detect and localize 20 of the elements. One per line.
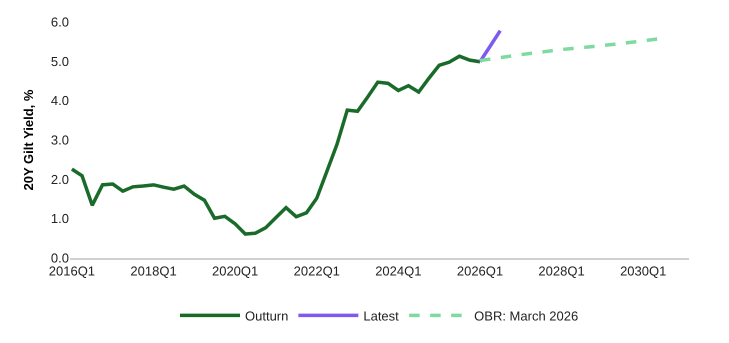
x-tick-label: 2024Q1: [375, 264, 422, 279]
x-tick-label: 2018Q1: [130, 264, 177, 279]
x-tick-label: 2030Q1: [620, 264, 666, 279]
legend-label: Latest: [363, 308, 400, 324]
x-tick-label: 2028Q1: [538, 264, 585, 279]
legend-label: OBR: March 2026: [474, 308, 578, 324]
y-tick-label: 5.0: [50, 54, 69, 69]
x-tick-label: 2020Q1: [212, 264, 258, 279]
y-tick-label: 2.0: [50, 172, 69, 187]
y-tick-label: 3.0: [50, 132, 69, 148]
y-tick-label: 0.0: [50, 250, 69, 266]
y-tick-label: 6.0: [50, 14, 69, 30]
x-tick-label: 2026Q1: [456, 264, 504, 279]
x-tick-label: 2022Q1: [294, 264, 340, 279]
line-series: [70, 54, 482, 236]
x-tick-label: 2016Q1: [48, 264, 96, 279]
y-tick-label: 4.0: [50, 93, 69, 108]
y-axis-title: 20Y Gilt Yield, %: [20, 89, 36, 190]
legend-label: Outturn: [245, 308, 288, 324]
y-tick-label: 1.0: [50, 211, 69, 226]
